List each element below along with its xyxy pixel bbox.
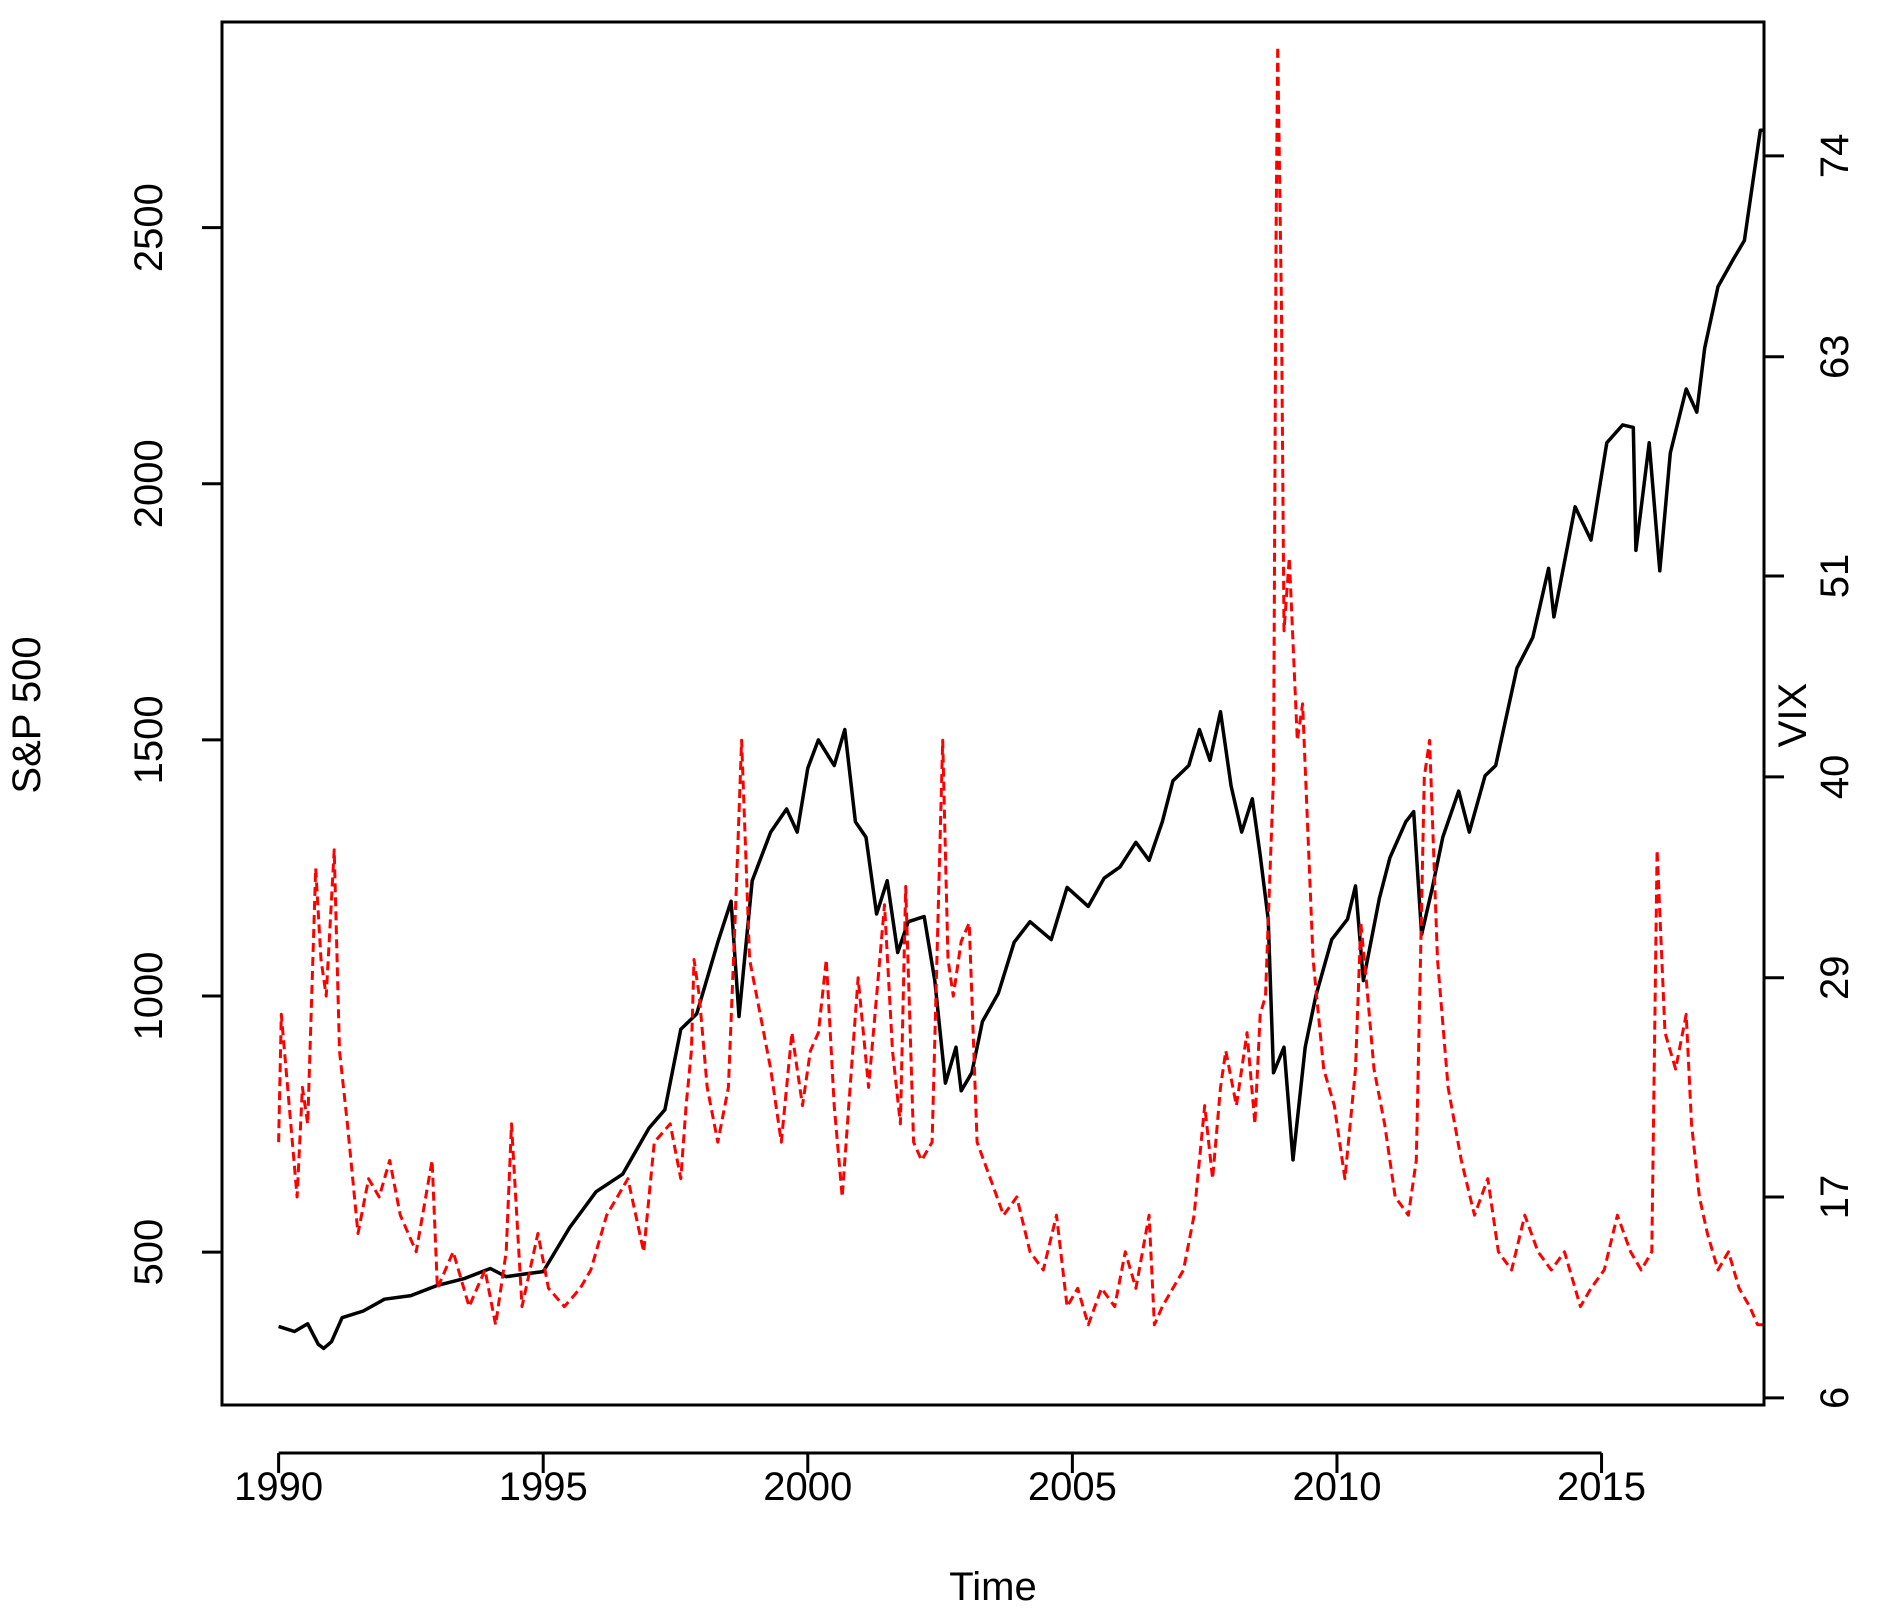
y-right-tick-label: 51: [1813, 554, 1857, 599]
y-right-tick-label: 74: [1813, 134, 1857, 179]
y-left-tick-label: 2500: [127, 183, 171, 272]
y-left-tick-label: 2000: [127, 439, 171, 528]
x-tick-label: 1990: [234, 1465, 323, 1509]
x-tick-label: 2015: [1557, 1465, 1646, 1509]
y-axis-left-title: S&P 500: [5, 636, 49, 793]
y-right-tick-label: 29: [1813, 956, 1857, 1001]
vix-series-line: [277, 44, 1764, 1327]
y-right-tick-label: 63: [1813, 335, 1857, 380]
y-left-tick-label: 1500: [127, 695, 171, 784]
x-tick-label: 2005: [1028, 1465, 1117, 1509]
axes-layer: 1990 1995 2000 2005 2010 2015 500 1000 1500 2000 2…: [127, 134, 1857, 1509]
x-tick-label: 2000: [763, 1465, 852, 1509]
y-right-tick-label: 17: [1813, 1175, 1857, 1220]
y-left-tick-label: 1000: [127, 951, 171, 1040]
x-tick-label: 2010: [1292, 1465, 1381, 1509]
x-tick-label: 1995: [499, 1465, 588, 1509]
sp500-series-line: [278, 128, 1764, 1351]
x-axis-title: Time: [949, 1565, 1036, 1609]
y-axis-right-title: VIX: [1771, 683, 1815, 747]
y-left-tick-label: 500: [127, 1219, 171, 1286]
series-layer: [277, 44, 1764, 1351]
y-right-tick-label: 40: [1813, 755, 1857, 800]
y-right-tick-label: 6: [1813, 1387, 1857, 1409]
